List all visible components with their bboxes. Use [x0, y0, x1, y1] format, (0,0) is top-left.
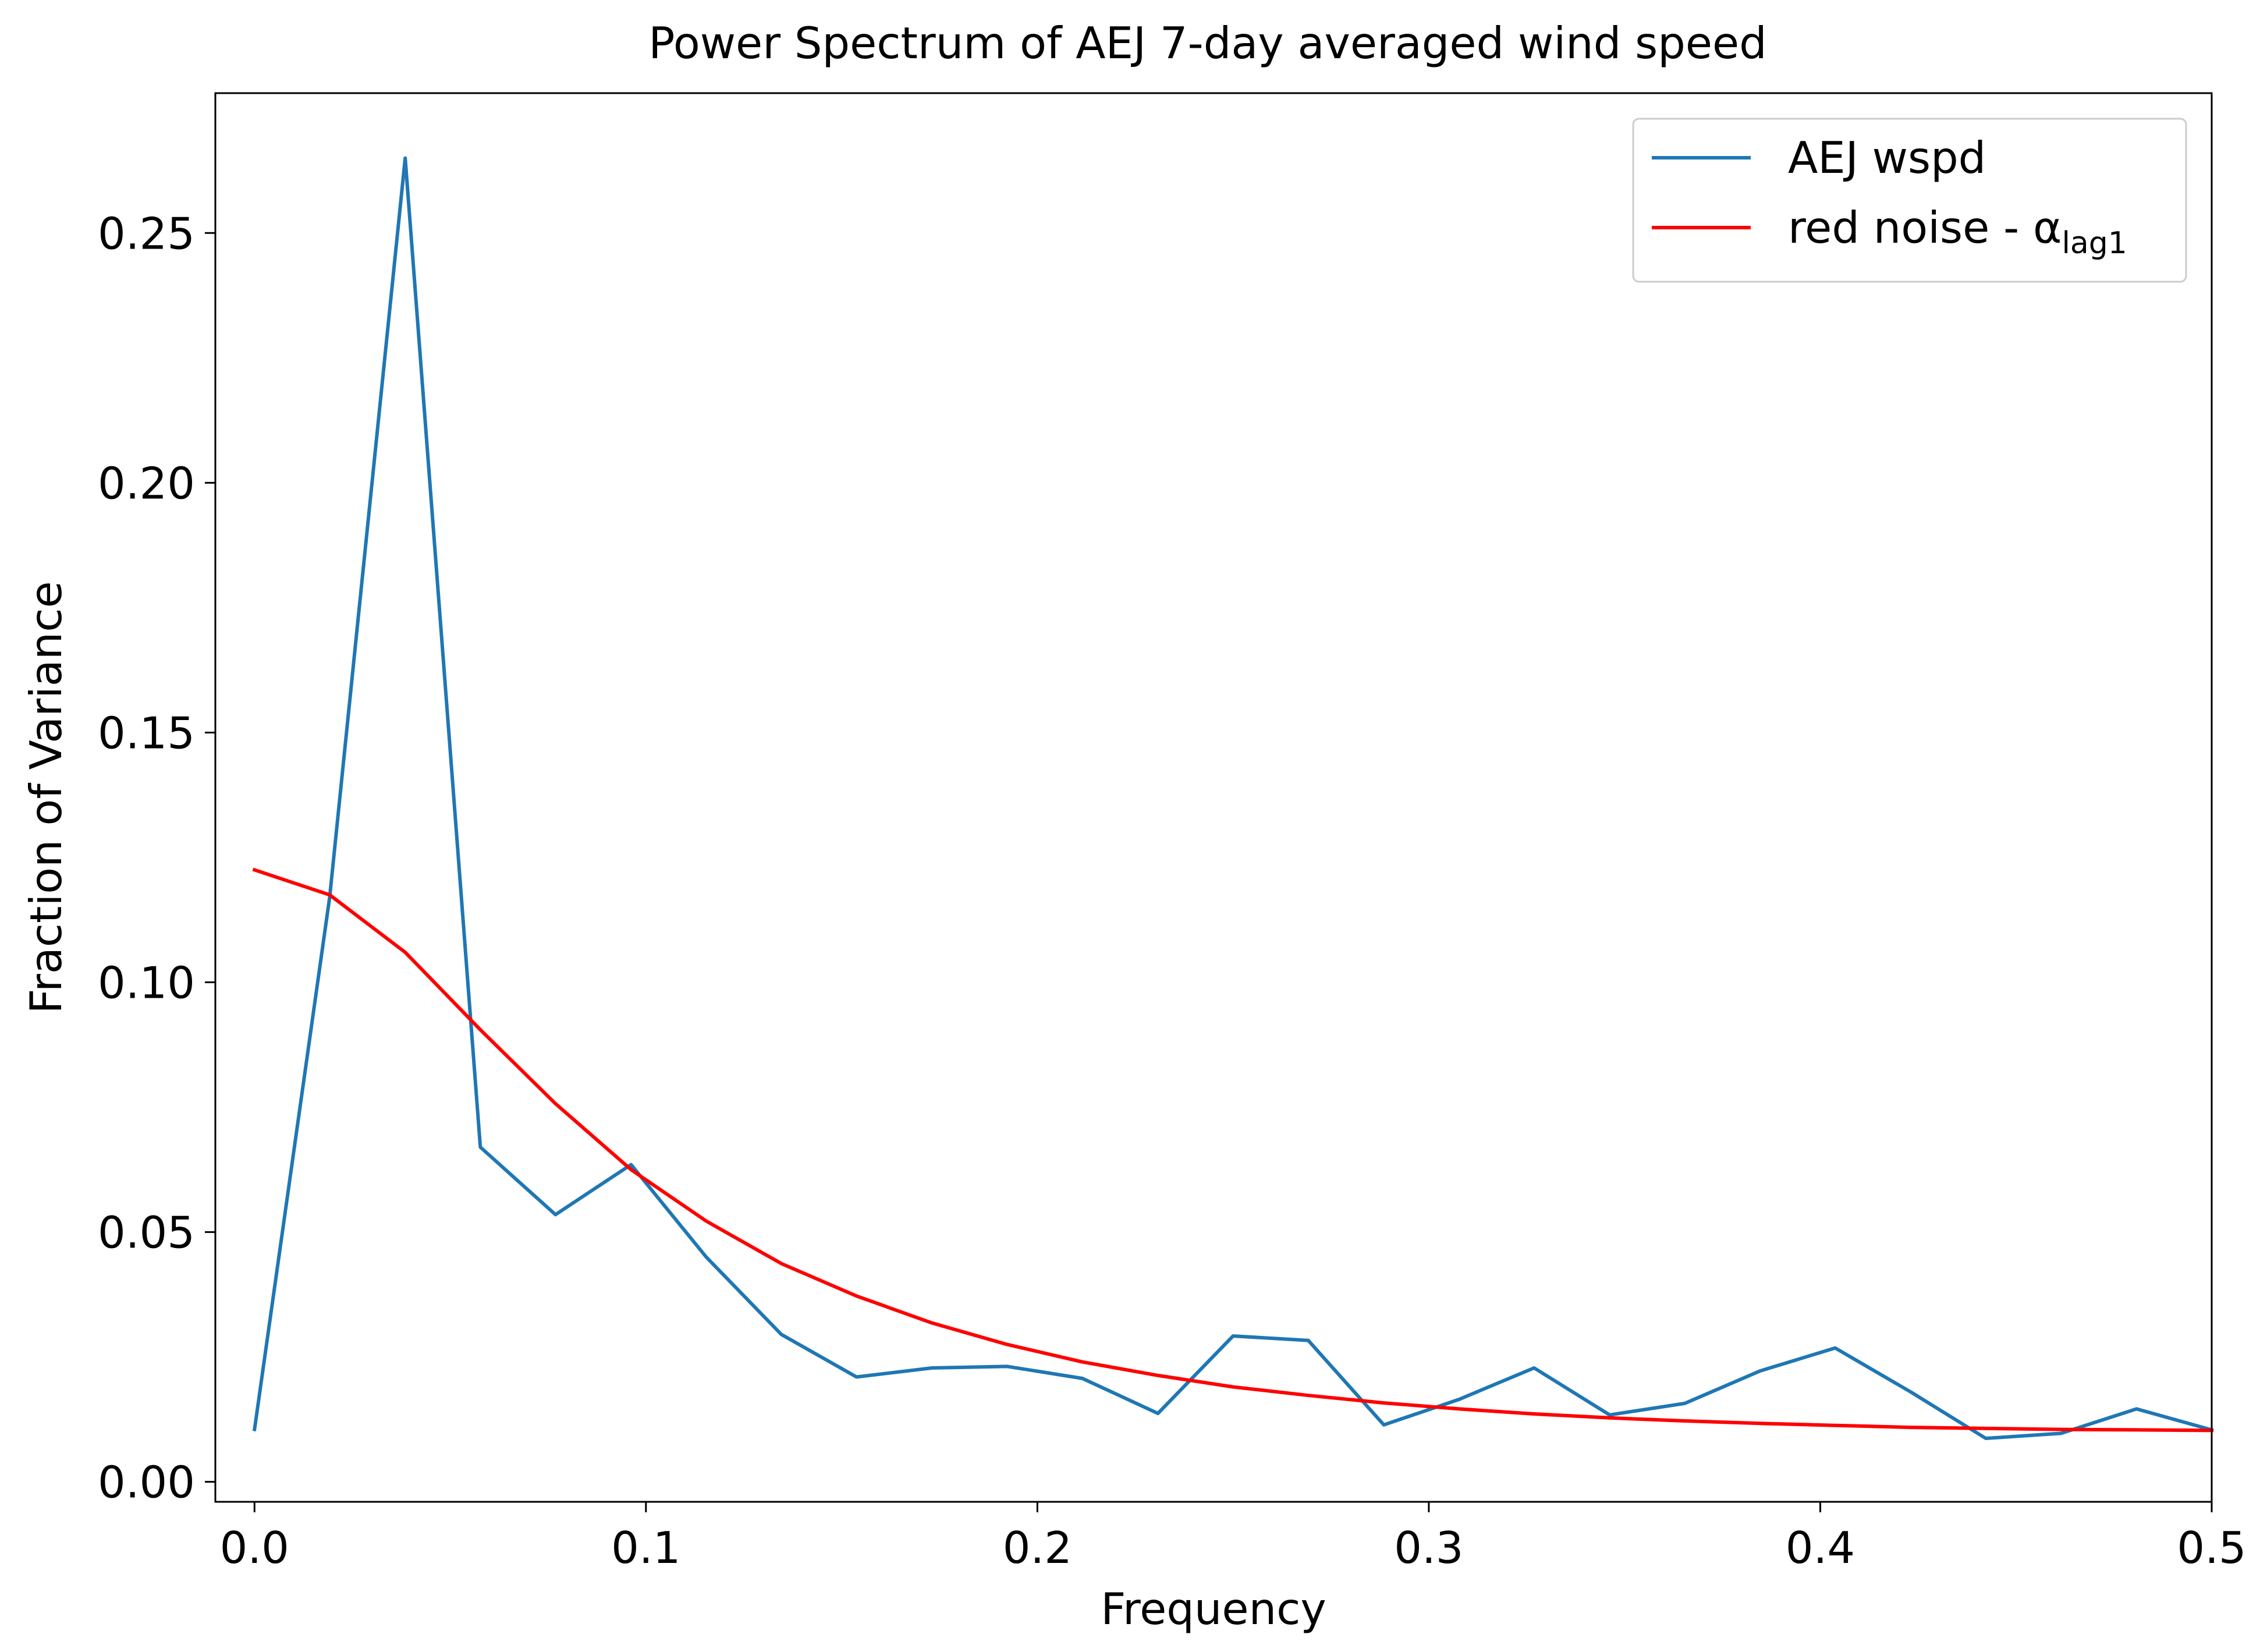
legend: AEJ wspd red noise - αlag1 — [1632, 118, 2187, 283]
plot-frame — [214, 92, 2213, 1503]
y-tick-label: 0.20 — [98, 458, 195, 509]
y-axis-label: Fraction of Variance — [20, 581, 72, 1013]
y-tick-label: 0.10 — [98, 958, 195, 1009]
y-tick-label: 0.15 — [98, 707, 195, 758]
chart-title: Power Spectrum of AEJ 7-day averaged win… — [648, 17, 1766, 69]
x-tick-label: 0.4 — [1786, 1522, 1855, 1573]
plot-series-group — [252, 156, 2214, 1440]
y-axis-ticks: 0.00 0.05 0.10 0.15 0.20 0.25 — [98, 208, 215, 1508]
legend-label-aej-wspd: AEJ wspd — [1788, 132, 1986, 183]
x-axis-ticks: 0.0 0.1 0.2 0.3 0.4 0.5 — [220, 1502, 2247, 1573]
y-tick-label: 0.25 — [98, 208, 195, 259]
legend-label-red-noise: red noise - αlag1 — [1788, 202, 2127, 261]
legend-box — [1632, 118, 2187, 283]
y-tick-label: 0.00 — [98, 1457, 195, 1508]
x-tick-label: 0.1 — [611, 1522, 680, 1573]
series-line-0 — [252, 156, 2214, 1440]
series-line-1 — [252, 867, 2214, 1433]
x-tick-label: 0.2 — [1003, 1522, 1072, 1573]
x-tick-label: 0.3 — [1394, 1522, 1463, 1573]
x-tick-label: 0.5 — [2177, 1522, 2246, 1573]
x-axis-label: Frequency — [1101, 1583, 1326, 1635]
x-tick-label: 0.0 — [220, 1522, 289, 1573]
y-tick-label: 0.05 — [98, 1207, 195, 1259]
